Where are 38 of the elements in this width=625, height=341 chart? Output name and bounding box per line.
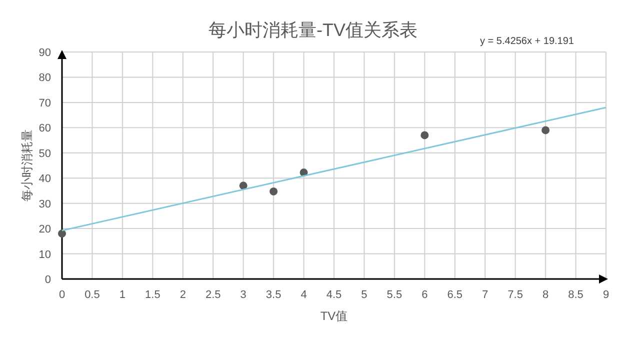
x-tick-label: 2.5 bbox=[205, 289, 221, 301]
y-tick-label: 10 bbox=[38, 248, 51, 261]
x-tick-label: 8.5 bbox=[568, 289, 584, 301]
x-tick-label: 6.5 bbox=[447, 289, 463, 301]
x-tick-label: 5.5 bbox=[386, 289, 402, 301]
point bbox=[58, 230, 66, 238]
x-tick-label: 4 bbox=[300, 289, 307, 301]
x-tick-label: 1.5 bbox=[145, 289, 160, 301]
y-tick-label: 20 bbox=[38, 224, 51, 236]
x-tick-label: 0 bbox=[58, 289, 66, 301]
y-tick-label: 40 bbox=[38, 173, 51, 186]
x-tick-label: 3 bbox=[240, 289, 246, 301]
y-tick-label: 30 bbox=[38, 198, 51, 210]
x-tick-label: 1 bbox=[119, 289, 126, 301]
x-tick-label: 4.5 bbox=[326, 289, 342, 301]
x-tick-label: 2 bbox=[180, 289, 186, 301]
x-axis-title: TV值 bbox=[320, 309, 348, 323]
x-tick-label: 0.5 bbox=[84, 289, 100, 301]
x-tick-label: 3.5 bbox=[266, 289, 282, 301]
y-axis-title: 每小时消耗量 bbox=[20, 130, 34, 202]
point bbox=[270, 187, 278, 196]
y-tick-label: 50 bbox=[38, 148, 51, 160]
text: y = 5.4256x + 19.191 bbox=[480, 36, 574, 47]
y-tick-label: 60 bbox=[38, 122, 51, 135]
x-tick-label: 5 bbox=[361, 289, 368, 301]
chart-title: 每小时消耗量-TV值关系表 bbox=[208, 20, 418, 40]
x-tick-label: 6 bbox=[422, 289, 428, 301]
y-tick-label: 90 bbox=[38, 47, 51, 59]
x-tick-label: 9 bbox=[602, 289, 610, 301]
point bbox=[420, 131, 429, 140]
x-tick-label: 8 bbox=[542, 289, 549, 301]
y-tick-label: 80 bbox=[38, 72, 51, 84]
point bbox=[542, 126, 550, 134]
y-tick-label: 70 bbox=[38, 97, 51, 110]
x-tick-label: 7 bbox=[482, 289, 488, 301]
x-tick-label: 7.5 bbox=[508, 289, 523, 301]
y-tick-label: 0 bbox=[44, 274, 51, 286]
point bbox=[239, 182, 248, 190]
